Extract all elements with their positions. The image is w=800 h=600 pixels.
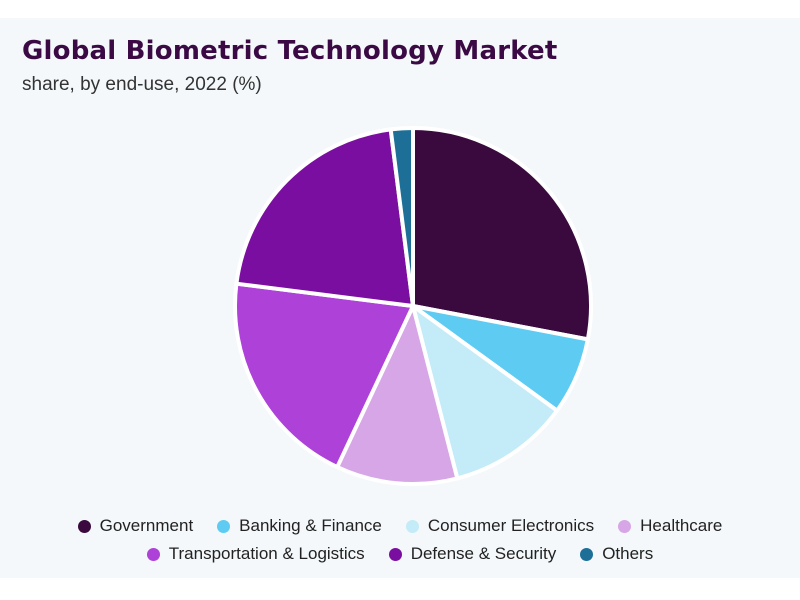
legend-swatch	[580, 547, 594, 561]
legend-label: Government	[99, 516, 194, 535]
pie-slice-healthcare	[335, 304, 460, 486]
legend-item: Healthcare	[618, 516, 722, 536]
legend-swatch	[77, 519, 91, 533]
legend-item: Others	[580, 544, 653, 564]
legend-item: Banking & Finance	[217, 516, 382, 536]
legend-label: Others	[602, 544, 654, 563]
pie-slice-defense-security	[234, 127, 415, 308]
pie-slice-consumer-electronics	[411, 304, 560, 481]
legend-label: Consumer Electronics	[427, 516, 595, 535]
legend-swatch	[217, 519, 231, 533]
legend-label: Banking & Finance	[239, 516, 382, 535]
pie-slice-others	[388, 125, 415, 308]
legend-swatch	[618, 519, 632, 533]
chart-subtitle: share, by end-use, 2022 (%)	[22, 74, 262, 95]
legend-label: Healthcare	[640, 516, 723, 535]
legend-row: Transportation & Logistics Defense & Secu…	[0, 540, 800, 568]
legend-row: Government Banking & Finance Consumer Elec…	[0, 512, 800, 540]
chart-title: Global Biometric Technology Market	[22, 36, 558, 66]
legend-label: Defense & Security	[410, 544, 557, 563]
legend-item: Government	[77, 516, 194, 536]
chart-legend: Government Banking & Finance Consumer Elec…	[0, 512, 800, 568]
legend-swatch	[405, 519, 419, 533]
legend-item: Consumer Electronics	[405, 516, 595, 536]
legend-label: Transportation & Logistics	[168, 544, 365, 563]
pie-slice-government	[411, 126, 593, 342]
legend-swatch	[146, 547, 160, 561]
pie-slice-transportation-logistics	[233, 281, 415, 470]
legend-item: Transportation & Logistics	[146, 544, 365, 564]
legend-swatch	[388, 547, 402, 561]
legend-item: Defense & Security	[388, 544, 557, 564]
